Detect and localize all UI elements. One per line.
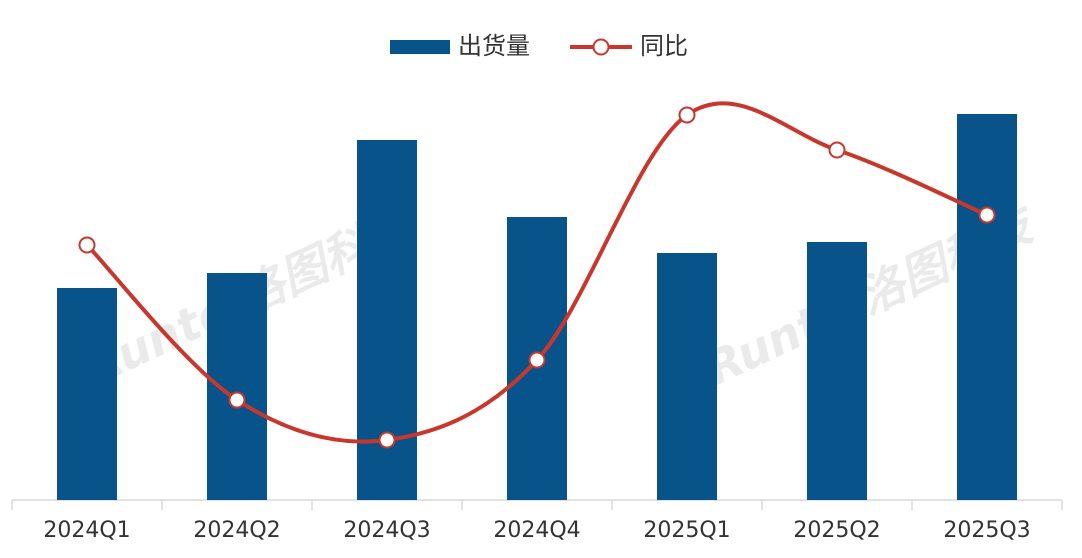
line-marker <box>828 141 846 159</box>
x-tick-label: 2024Q3 <box>343 518 430 543</box>
bar <box>807 242 867 500</box>
legend-swatch <box>390 40 450 54</box>
x-tick-label: 2024Q4 <box>493 518 580 543</box>
line-marker <box>228 391 246 409</box>
x-tick-label: 2025Q2 <box>793 518 880 543</box>
x-tick-label: 2025Q1 <box>643 518 730 543</box>
line-marker <box>978 206 996 224</box>
line-marker <box>528 351 546 369</box>
legend-swatch <box>592 38 610 56</box>
line-marker <box>378 431 396 449</box>
bar <box>957 114 1017 500</box>
x-tick-label: 2024Q2 <box>193 518 280 543</box>
legend-label: 出货量 <box>458 32 530 60</box>
x-tick-label: 2024Q1 <box>43 518 130 543</box>
line-marker <box>678 106 696 124</box>
line-marker <box>78 236 96 254</box>
x-tick-label: 2025Q3 <box>943 518 1030 543</box>
legend-label: 同比 <box>640 32 688 60</box>
bar <box>657 253 717 500</box>
bar <box>57 288 117 500</box>
